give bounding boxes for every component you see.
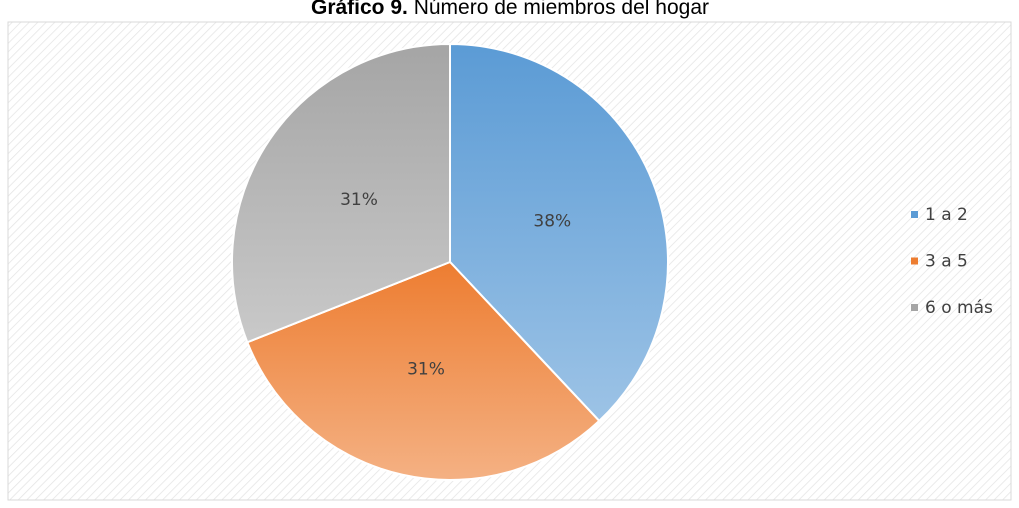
data-label: 38% [533,212,571,232]
legend-swatch [911,257,918,265]
legend-label: 6 o más [925,298,993,318]
legend-swatch [911,304,918,311]
title-label: Gráfico 9. [311,0,408,19]
legend-label: 1 a 2 [925,205,968,225]
pie-slice-fill [231,42,451,344]
title-text: Número de miembros del hogar [414,0,709,19]
data-label: 31% [340,190,378,210]
legend-label: 3 a 5 [925,252,968,272]
data-label: 31% [407,359,445,379]
pie-slice-fill [246,260,601,481]
slice-group [246,260,601,481]
pie-slice-fill [449,42,669,423]
legend-swatch [911,211,918,218]
chart-title: Gráfico 9. Número de miembros del hogar [311,0,709,19]
slice-group [231,42,451,344]
slice-group [449,42,669,423]
